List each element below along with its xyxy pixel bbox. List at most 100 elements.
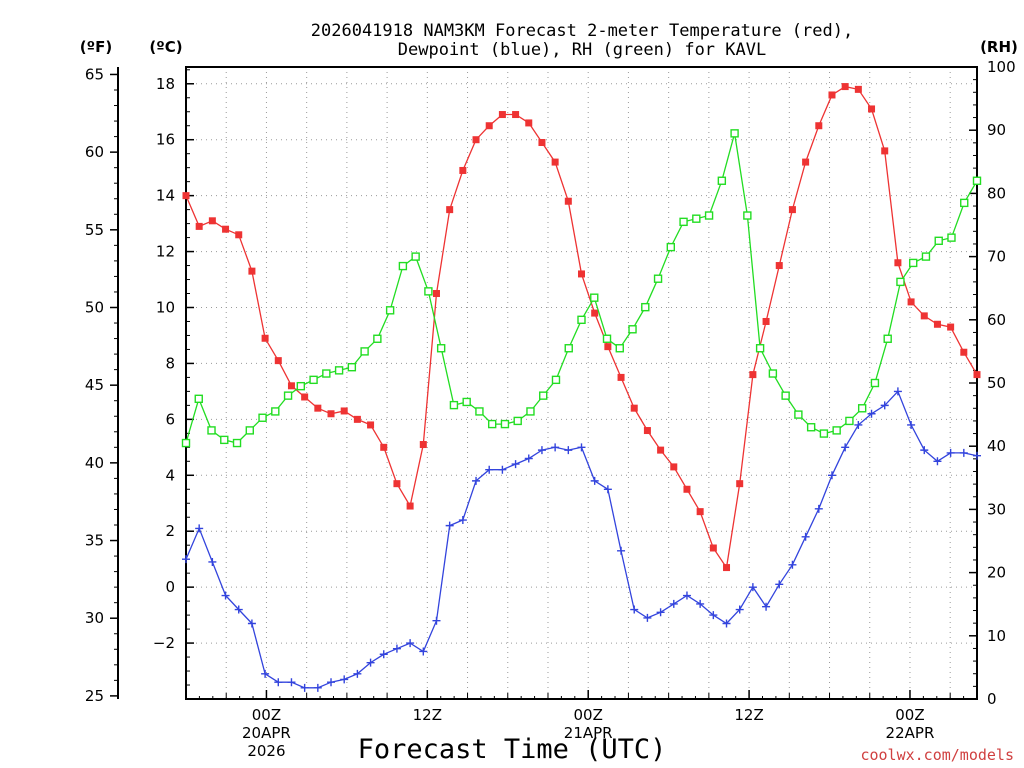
rh-point	[806, 423, 816, 432]
time-tick-label: 22APR	[886, 724, 935, 742]
rh-point	[704, 211, 714, 220]
celsius-tick-label: 6	[165, 410, 175, 428]
rh-point	[258, 413, 267, 422]
rh-point	[743, 211, 752, 220]
celsius-axis: −2 0 2 4 6 8 10 12 14 16 18	[153, 69, 194, 686]
dewpoint-point	[485, 465, 494, 474]
time-tick-label: 12Z	[413, 706, 442, 724]
rh-point	[322, 369, 331, 378]
2-meter-temperature-point	[788, 206, 796, 214]
2-meter-temperature-point	[485, 122, 493, 130]
2-meter-temperature-point	[406, 502, 414, 510]
2-meter-temperature-point	[327, 410, 335, 418]
dewpoint-point	[709, 611, 718, 620]
dewpoint-point	[419, 647, 428, 656]
2-meter-temperature-point	[301, 393, 309, 401]
rh-tick-label: 80	[987, 184, 1006, 202]
2-meter-temperature-point	[709, 544, 717, 552]
2-meter-temperature-point	[617, 373, 625, 381]
celsius-tick-label: 16	[156, 131, 175, 149]
rh-point	[220, 435, 229, 445]
2-meter-temperature-point	[868, 105, 876, 113]
dewpoint-point	[313, 683, 322, 692]
rh-point	[615, 344, 624, 353]
rh-point	[628, 325, 637, 334]
fahrenheit-axis: 25 30 35 40 45 50 55 60 65	[85, 65, 118, 705]
2-meter-temperature-point	[894, 259, 902, 267]
dewpoint-point	[682, 591, 691, 600]
rh-tick-label: 100	[987, 58, 1016, 76]
2-meter-temperature-point	[525, 119, 533, 127]
dewpoint-point	[762, 602, 771, 611]
2-meter-temperature-point	[393, 480, 401, 488]
dewpoint-point	[379, 650, 388, 659]
rh-point	[487, 419, 497, 429]
rh-point	[577, 315, 586, 324]
rh-point	[194, 394, 203, 403]
dewpoint-point	[353, 669, 362, 678]
dewpoint-point	[524, 454, 533, 463]
rh-tick-label: 50	[987, 374, 1006, 392]
rh-point	[411, 252, 420, 261]
rh-tick-label: 70	[987, 248, 1006, 266]
2-meter-temperature-point	[274, 357, 282, 365]
dewpoint-point	[722, 619, 731, 628]
fahrenheit-tick-label: 30	[85, 609, 104, 627]
time-tick-label: 00Z	[252, 706, 281, 724]
2-meter-temperature-line	[185, 85, 978, 570]
rh-point	[909, 258, 918, 268]
rh-point	[283, 391, 293, 400]
rh-point	[679, 217, 688, 227]
dewpoint-point	[327, 678, 336, 687]
dewpoint-point	[867, 409, 876, 418]
2-meter-temperature-point	[591, 309, 599, 317]
rh-point	[870, 378, 880, 388]
dewpoint-point	[498, 465, 507, 474]
dewpoint-point	[841, 443, 850, 452]
chart-subtitle: Dewpoint (blue), RH (green) for KAVL	[398, 40, 766, 60]
rh-point	[436, 344, 446, 353]
2-meter-temperature-point	[182, 192, 190, 200]
rh-point	[245, 426, 254, 435]
fahrenheit-tick-label: 40	[85, 454, 104, 472]
2-meter-temperature-point	[881, 147, 889, 155]
dewpoint-point	[340, 675, 349, 684]
dewpoint-point	[920, 446, 929, 455]
rh-point	[947, 233, 956, 242]
celsius-tick-label: 2	[165, 522, 175, 540]
2-meter-temperature-point	[973, 371, 981, 379]
dewpoint-point	[893, 387, 902, 396]
rh-point	[449, 400, 459, 410]
rh-point	[360, 347, 369, 356]
2-meter-temperature-point	[815, 122, 823, 130]
2-meter-temperature-point	[340, 407, 348, 415]
time-tick-label: 00Z	[574, 706, 603, 724]
dewpoint-point	[973, 451, 981, 460]
time-tick-label: 21APR	[564, 724, 613, 742]
dewpoint-point	[880, 401, 889, 410]
rh-point	[832, 426, 841, 435]
dewpoint-point	[472, 476, 481, 485]
fahrenheit-tick-label: 35	[85, 532, 104, 550]
time-tick-label: 2026	[247, 742, 285, 760]
2-meter-temperature-point	[920, 312, 928, 320]
2-meter-temperature-point	[630, 404, 638, 412]
rh-point	[857, 404, 867, 413]
x-axis-label: Forecast Time (UTC)	[358, 734, 667, 765]
2-meter-temperature-point	[683, 485, 691, 493]
rh-point	[551, 375, 561, 385]
plot-grid	[186, 67, 977, 699]
2-meter-temperature-point	[248, 267, 256, 275]
2-meter-temperature-point	[472, 136, 480, 144]
celsius-tick-label: 14	[156, 187, 175, 205]
2-meter-temperature-point	[551, 158, 559, 166]
dewpoint-point	[511, 460, 520, 469]
2-meter-temperature-point	[195, 222, 203, 230]
2-meter-temperature-point	[828, 91, 836, 99]
series-layer	[181, 83, 982, 692]
dewpoint-point	[669, 599, 678, 608]
2-meter-temperature-point	[762, 317, 770, 325]
dewpoint-point	[247, 619, 256, 628]
dewpoint-point	[234, 605, 243, 614]
